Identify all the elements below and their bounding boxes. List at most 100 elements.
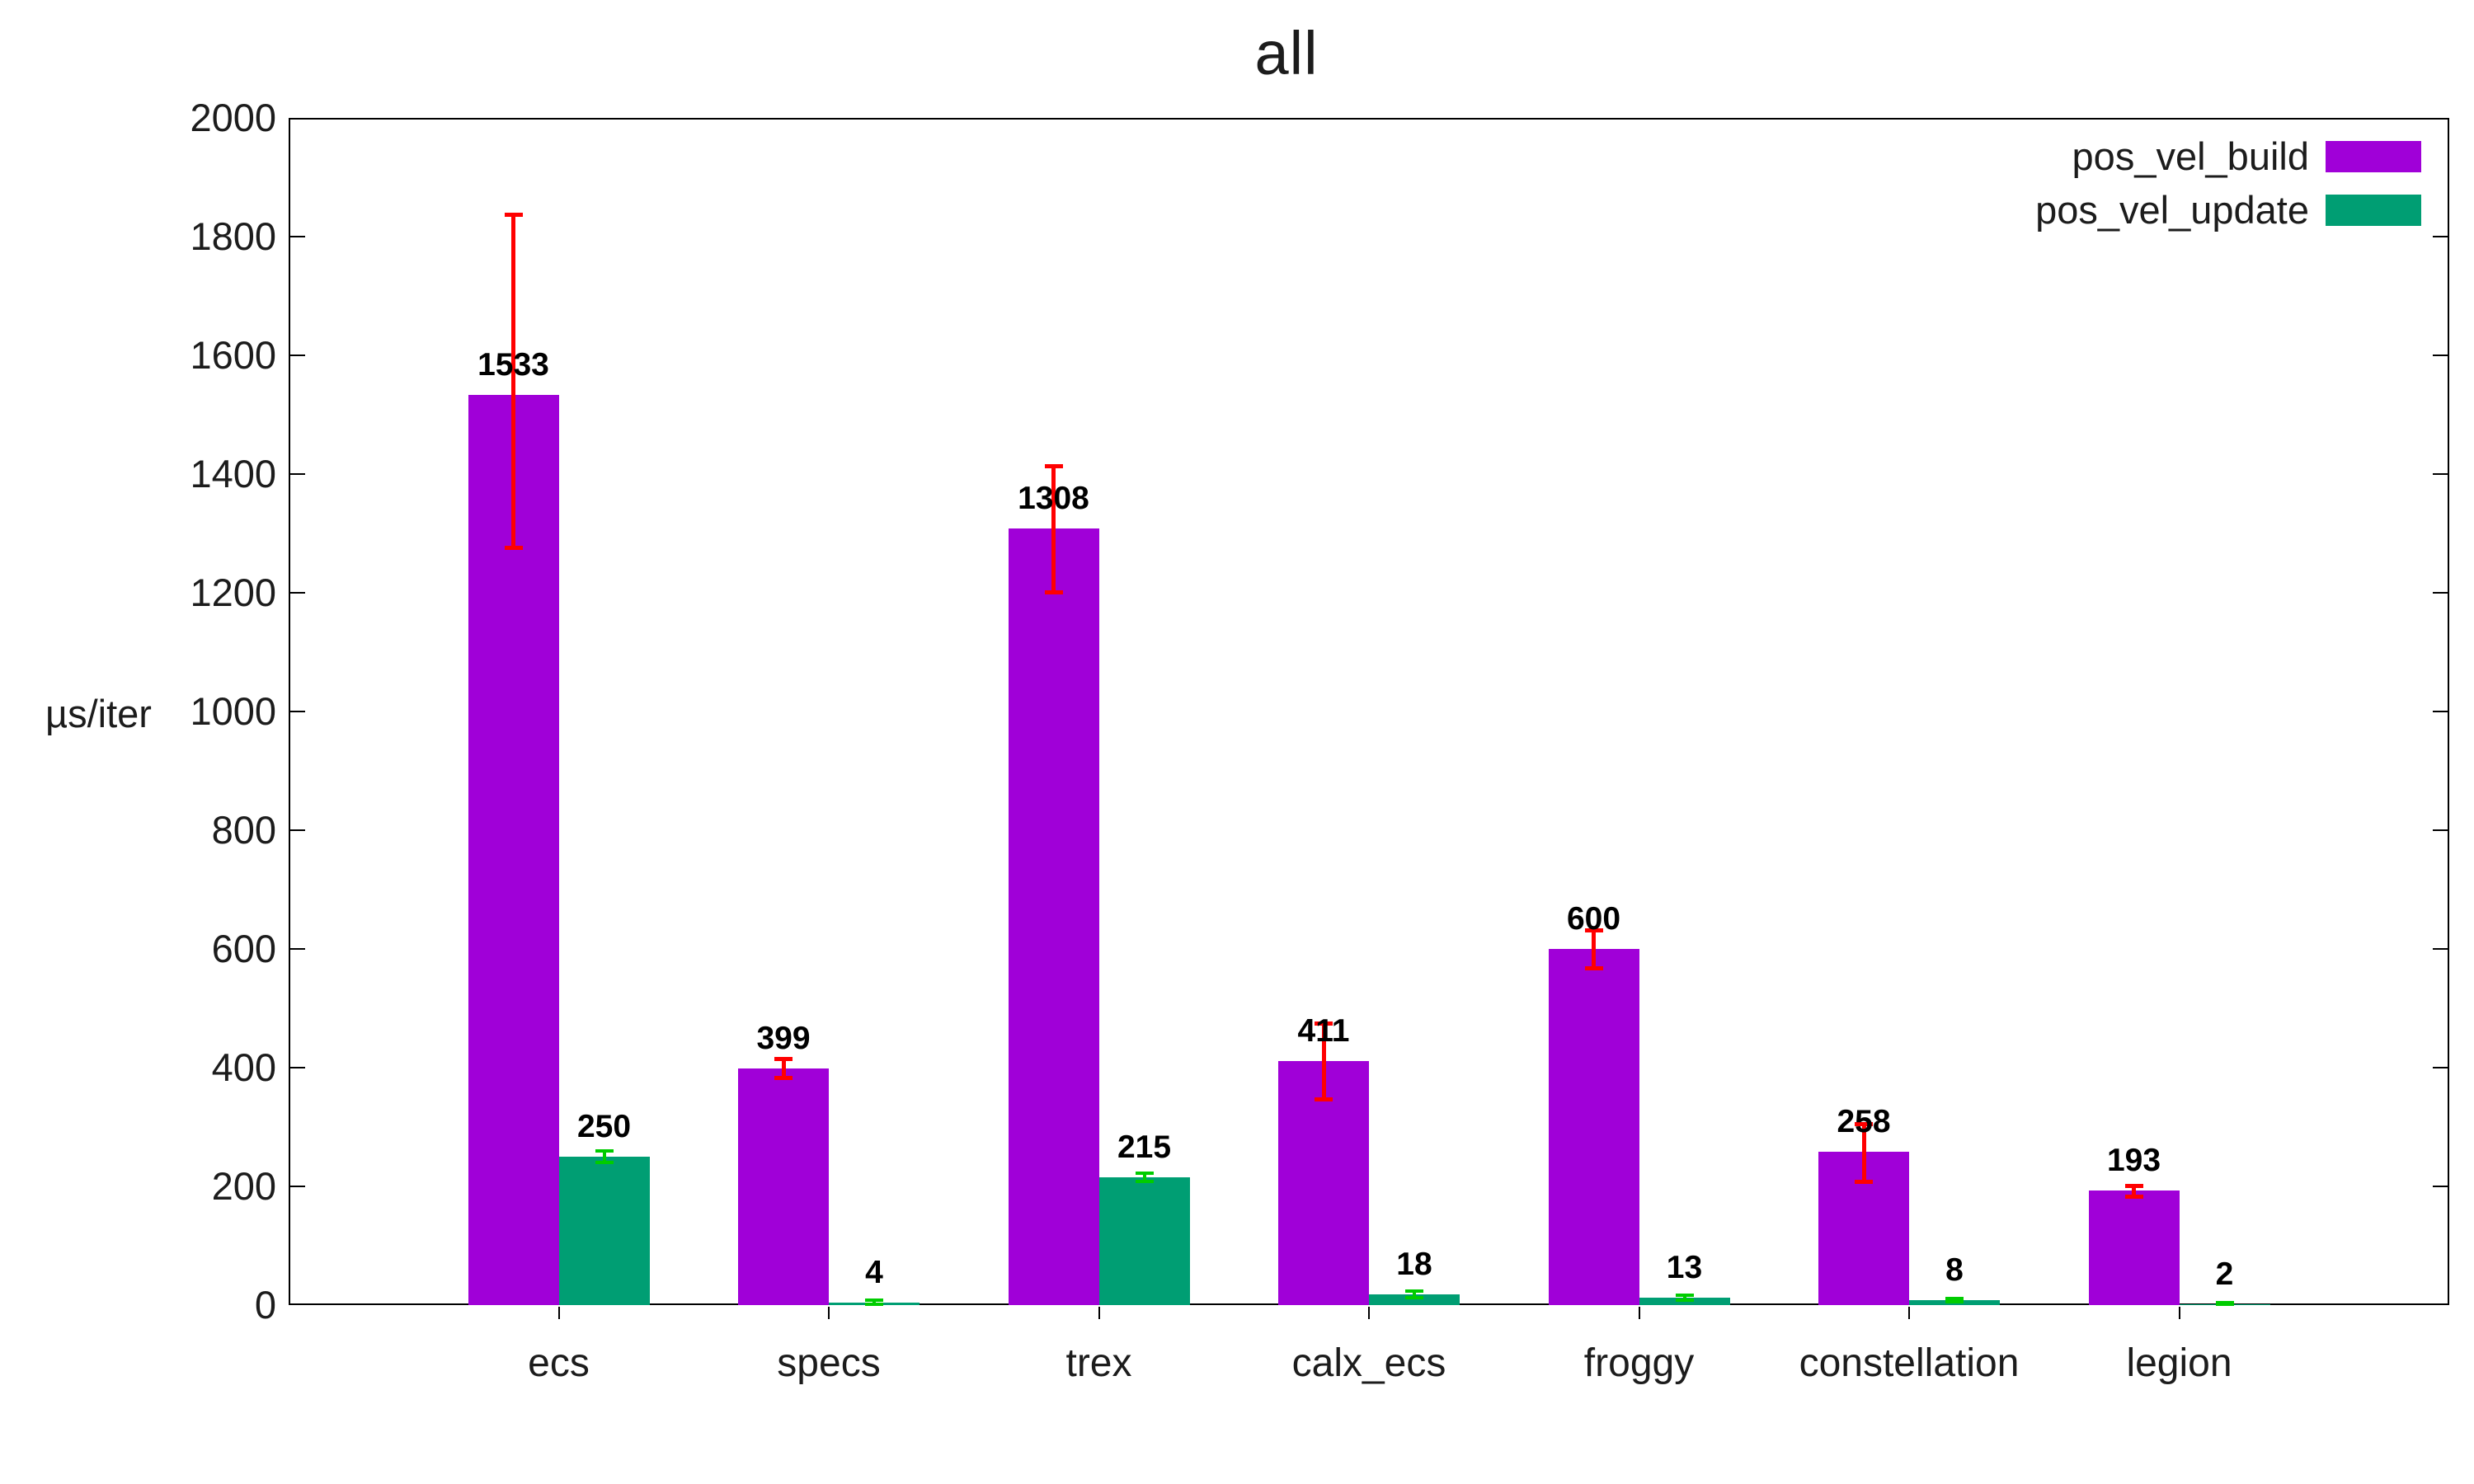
x-tick-mark bbox=[557, 1307, 560, 1319]
y-tick-label: 1800 bbox=[190, 214, 276, 258]
y-tick-mark-left bbox=[290, 711, 305, 712]
y-tick-mark-right bbox=[2433, 829, 2448, 831]
error-cap-bottom-pos_vel_build-constellation bbox=[1855, 1180, 1873, 1185]
error-cap-top-pos_vel_build-ecs bbox=[504, 212, 523, 217]
error-cap-top-pos_vel_update-froggy bbox=[1675, 1293, 1694, 1297]
error-cap-top-pos_vel_build-calx_ecs bbox=[1315, 1021, 1333, 1026]
y-tick-mark-left bbox=[290, 592, 305, 594]
error-bar-pos_vel_update-froggy bbox=[1682, 1294, 1686, 1300]
chart-title: all bbox=[1254, 19, 1319, 87]
error-bar-pos_vel_update-constellation bbox=[1953, 1298, 1956, 1303]
error-cap-bottom-pos_vel_build-calx_ecs bbox=[1315, 1097, 1333, 1102]
error-cap-top-pos_vel_update-trex bbox=[1135, 1172, 1154, 1176]
y-tick-mark-right bbox=[2433, 948, 2448, 950]
bar-pos_vel_build-froggy bbox=[1548, 949, 1639, 1305]
error-cap-bottom-pos_vel_build-specs bbox=[774, 1076, 793, 1081]
value-label-pos_vel_build-specs: 399 bbox=[756, 1020, 811, 1056]
value-label-pos_vel_build-constellation: 258 bbox=[1837, 1104, 1891, 1140]
y-tick-mark-right bbox=[2433, 1186, 2448, 1187]
legend-label-pos_vel_update: pos_vel_update bbox=[2035, 188, 2309, 232]
y-tick-mark-right bbox=[2433, 1067, 2448, 1068]
y-tick-mark-right bbox=[2433, 711, 2448, 712]
value-label-pos_vel_update-ecs: 250 bbox=[576, 1109, 632, 1144]
error-cap-top-pos_vel_update-specs bbox=[865, 1298, 883, 1303]
x-category-label-specs: specs bbox=[777, 1341, 881, 1385]
error-bar-pos_vel_build-trex bbox=[1051, 465, 1056, 593]
y-tick-mark-right bbox=[2433, 236, 2448, 237]
x-category-label-ecs: ecs bbox=[528, 1341, 590, 1385]
value-label-pos_vel_build-ecs: 1533 bbox=[477, 347, 549, 383]
error-cap-bottom-pos_vel_update-constellation bbox=[1945, 1300, 1964, 1304]
error-cap-top-pos_vel_update-calx_ecs bbox=[1405, 1289, 1423, 1293]
x-category-label-trex: trex bbox=[1065, 1341, 1132, 1385]
bar-pos_vel_build-specs bbox=[738, 1068, 829, 1305]
error-cap-top-pos_vel_build-legion bbox=[2124, 1183, 2143, 1188]
y-tick-mark-right bbox=[2433, 355, 2448, 356]
value-label-pos_vel_update-constellation: 8 bbox=[1945, 1252, 1964, 1289]
y-tick-mark-left bbox=[290, 948, 305, 950]
x-category-label-constellation: constellation bbox=[1799, 1341, 2020, 1385]
y-tick-label: 400 bbox=[211, 1045, 276, 1089]
y-tick-mark-right bbox=[2433, 592, 2448, 594]
bar-pos_vel_update-trex bbox=[1098, 1177, 1190, 1305]
error-bar-pos_vel_build-specs bbox=[781, 1059, 786, 1078]
error-cap-top-pos_vel_build-trex bbox=[1044, 463, 1063, 468]
x-tick-mark bbox=[1098, 1307, 1100, 1319]
error-bar-pos_vel_build-legion bbox=[2132, 1185, 2136, 1196]
value-label-pos_vel_build-legion: 193 bbox=[2106, 1143, 2161, 1179]
error-cap-bottom-pos_vel_update-calx_ecs bbox=[1405, 1295, 1423, 1299]
error-cap-bottom-pos_vel_update-ecs bbox=[595, 1161, 614, 1165]
y-tick-label: 1000 bbox=[190, 689, 276, 733]
x-tick-mark bbox=[1368, 1307, 1370, 1319]
error-cap-top-pos_vel_build-froggy bbox=[1584, 928, 1603, 932]
y-tick-label: 2000 bbox=[190, 96, 276, 139]
legend-label-pos_vel_build: pos_vel_build bbox=[2072, 134, 2309, 178]
value-label-pos_vel_update-trex: 215 bbox=[1117, 1129, 1172, 1166]
error-cap-top-pos_vel_update-ecs bbox=[595, 1148, 614, 1153]
error-cap-bottom-pos_vel_update-legion bbox=[2215, 1303, 2234, 1307]
error-bar-pos_vel_update-trex bbox=[1142, 1173, 1146, 1182]
value-label-pos_vel_update-calx_ecs: 18 bbox=[1396, 1247, 1432, 1283]
value-label-pos_vel_build-calx_ecs: 411 bbox=[1297, 1013, 1350, 1050]
error-bar-pos_vel_build-ecs bbox=[511, 214, 515, 548]
error-cap-bottom-pos_vel_build-trex bbox=[1044, 590, 1063, 595]
error-cap-bottom-pos_vel_update-trex bbox=[1135, 1180, 1154, 1184]
x-tick-mark bbox=[1638, 1307, 1640, 1319]
error-cap-top-pos_vel_update-legion bbox=[2215, 1301, 2234, 1305]
y-tick-label: 800 bbox=[211, 808, 276, 852]
value-label-pos_vel_update-froggy: 13 bbox=[1666, 1249, 1703, 1285]
bar-pos_vel_update-ecs bbox=[558, 1157, 650, 1305]
value-label-pos_vel_update-legion: 2 bbox=[2215, 1256, 2234, 1292]
y-tick-mark-left bbox=[290, 829, 305, 831]
value-label-pos_vel_update-specs: 4 bbox=[865, 1255, 883, 1291]
error-cap-bottom-pos_vel_build-ecs bbox=[504, 546, 523, 551]
y-tick-label: 200 bbox=[211, 1164, 276, 1208]
y-tick-label: 1600 bbox=[190, 333, 276, 377]
y-tick-mark-left bbox=[290, 1186, 305, 1187]
error-cap-bottom-pos_vel_update-froggy bbox=[1675, 1298, 1694, 1302]
y-tick-mark-left bbox=[290, 473, 305, 475]
y-tick-label: 600 bbox=[211, 927, 276, 970]
error-bar-pos_vel_update-calx_ecs bbox=[1413, 1290, 1416, 1298]
error-bar-pos_vel_build-calx_ecs bbox=[1321, 1023, 1326, 1100]
y-tick-mark-left bbox=[290, 236, 305, 237]
y-tick-label: 0 bbox=[254, 1283, 276, 1327]
x-category-label-froggy: froggy bbox=[1583, 1341, 1695, 1385]
value-label-pos_vel_build-froggy: 600 bbox=[1566, 901, 1621, 937]
y-tick-label: 1400 bbox=[190, 452, 276, 495]
bar-pos_vel_build-legion bbox=[2088, 1190, 2180, 1305]
bar-pos_vel_build-trex bbox=[1008, 528, 1099, 1305]
error-cap-top-pos_vel_build-specs bbox=[774, 1057, 793, 1062]
error-bar-pos_vel_build-constellation bbox=[1861, 1123, 1866, 1182]
y-tick-mark-right bbox=[2433, 473, 2448, 475]
x-tick-mark bbox=[828, 1307, 830, 1319]
x-tick-mark bbox=[1908, 1307, 1910, 1319]
y-axis-label: µs/iter bbox=[45, 692, 152, 735]
error-cap-bottom-pos_vel_build-legion bbox=[2124, 1194, 2143, 1199]
x-tick-mark bbox=[2178, 1307, 2180, 1319]
x-category-label-legion: legion bbox=[2126, 1341, 2232, 1385]
error-cap-top-pos_vel_build-constellation bbox=[1855, 1121, 1873, 1126]
error-bar-pos_vel_update-specs bbox=[872, 1300, 876, 1305]
error-bar-pos_vel_build-froggy bbox=[1592, 929, 1596, 969]
